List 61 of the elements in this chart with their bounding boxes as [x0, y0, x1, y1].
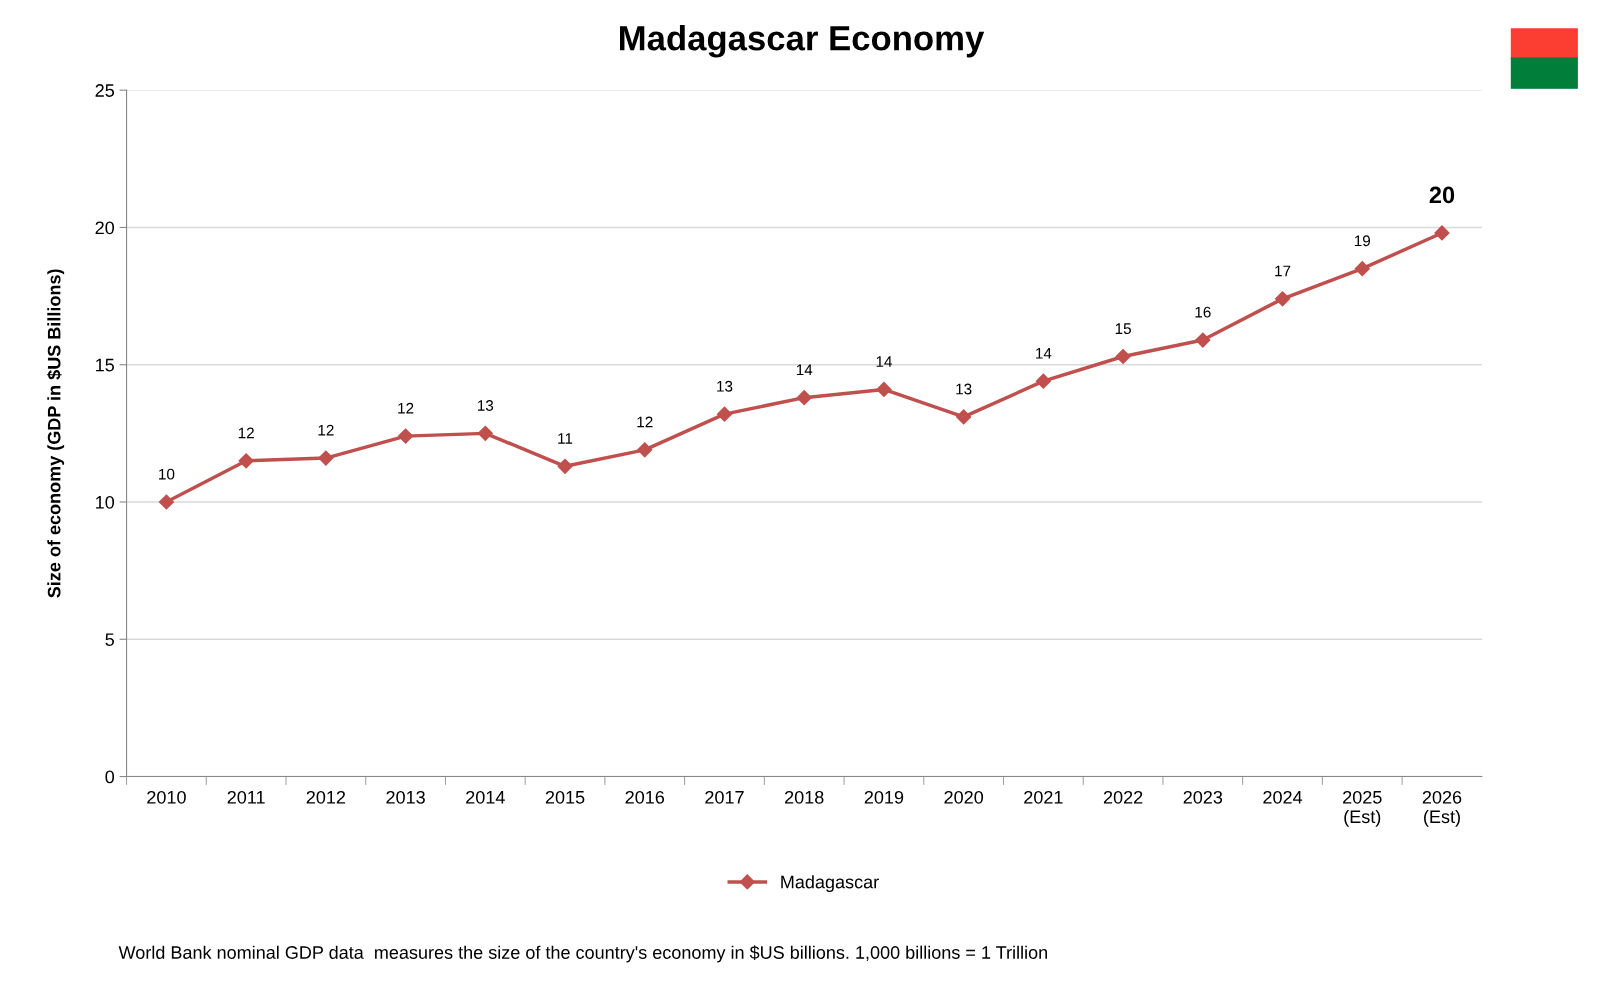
point [398, 428, 414, 444]
data-label: 12 [238, 427, 254, 439]
x-tick-label: 2015 [545, 790, 585, 804]
point [238, 453, 254, 469]
data-label: 14 [796, 364, 813, 376]
y-tick-label: 25 [95, 84, 114, 97]
point [477, 425, 493, 441]
x-tick-label: 2026 (Est) [1422, 790, 1462, 827]
legend-label: Madagascar [781, 875, 879, 892]
point [557, 458, 573, 474]
chart-title: Madagascar Economy [620, 25, 985, 58]
x-tick-label: 2012 [306, 790, 346, 804]
point [876, 381, 892, 398]
x-tick-label: 2024 [1263, 790, 1303, 804]
x-tick-label: 2018 [785, 790, 824, 804]
x-tick-label: 2010 [147, 790, 186, 804]
y-tick-label: 0 [105, 770, 115, 784]
x-tick-label: 2011 [227, 790, 265, 804]
y-tick-label: 20 [95, 221, 115, 235]
data-label: 17 [1275, 265, 1291, 277]
data-label: 13 [717, 380, 733, 392]
point [1035, 373, 1051, 389]
x-tick-label: 2023 [1183, 790, 1223, 804]
point [318, 450, 334, 466]
point [1434, 225, 1450, 241]
y-axis-title: Size of economy (GDP in $US Billions) [46, 269, 65, 598]
x-tick-label: 2016 [625, 790, 665, 804]
data-label: 12 [398, 402, 414, 414]
x-tick-label: 2022 [1103, 790, 1143, 804]
data-label: 19 [1354, 235, 1371, 247]
data-label: 13 [956, 383, 972, 395]
data-label: 14 [1036, 348, 1052, 359]
point [158, 494, 174, 510]
point [956, 409, 972, 425]
x-tick-label: 2019 [864, 790, 904, 804]
x-tick-label: 2013 [386, 790, 425, 804]
data-label: 12 [637, 416, 653, 428]
x-tick-label: 2017 [705, 790, 744, 804]
point [716, 406, 733, 422]
point [796, 390, 812, 406]
data-label: 11 [558, 433, 573, 444]
data-label: 12 [318, 424, 334, 436]
point [637, 442, 653, 458]
x-tick-label: 2021 [1024, 790, 1063, 804]
y-tick-label: 10 [96, 495, 115, 509]
data-label: 14 [876, 356, 892, 367]
data-label: 13 [477, 400, 494, 411]
point [1354, 261, 1370, 277]
point [1274, 291, 1291, 307]
data-label: 20 [1429, 186, 1455, 204]
x-tick-label: 2020 [944, 790, 984, 804]
y-tick-label: 5 [105, 633, 114, 646]
x-tick-label: 2025 (Est) [1343, 790, 1382, 827]
point [1115, 348, 1131, 365]
data-label: 10 [159, 468, 175, 480]
data-label: 15 [1115, 323, 1131, 335]
text: World Bank nominal GDP data measures the size of the country's economy in $US billions. 1,000 billions = 1 Trillion [118, 945, 1047, 963]
y-tick-label: 15 [96, 358, 114, 372]
point [1195, 332, 1211, 348]
data-label: 16 [1195, 306, 1211, 318]
x-tick-label: 2014 [466, 790, 505, 804]
